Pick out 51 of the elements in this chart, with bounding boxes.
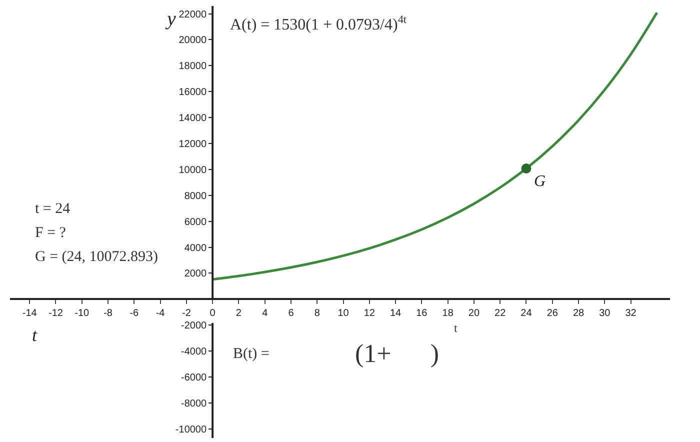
annotation: F = ? xyxy=(35,225,66,241)
annotation: t = 24 xyxy=(35,201,71,217)
y-tick-label: -4000 xyxy=(180,346,208,358)
y-tick-label: 8000 xyxy=(184,190,208,202)
x-tick-label: 20 xyxy=(468,308,480,320)
x-tick-label: 32 xyxy=(625,308,637,320)
x-tick-label: 14 xyxy=(390,308,402,320)
x-tick-label: 28 xyxy=(572,308,585,320)
y-tick-label: 2000 xyxy=(184,268,208,280)
y-tick-label: 12000 xyxy=(178,139,208,150)
x-tick-label: 30 xyxy=(599,308,611,320)
x-tick-label: 10 xyxy=(338,308,350,320)
y-tick-label: 10000 xyxy=(178,164,208,176)
x-tick-label: 16 xyxy=(416,308,428,320)
annotation: (1+ ) xyxy=(355,339,439,368)
x-tick-label: 24 xyxy=(520,308,532,320)
y-tick-label: 4000 xyxy=(184,242,208,254)
x-tick-label: 6 xyxy=(288,308,294,320)
x-tick-label: 8 xyxy=(314,308,320,320)
x-tick-label: -14 xyxy=(22,308,38,320)
y-tick-label: -8000 xyxy=(180,398,208,410)
x-tick-label: 4 xyxy=(262,308,268,320)
annotation: B(t) = xyxy=(233,346,270,362)
y-tick-label: 18000 xyxy=(178,61,208,72)
y-axis-title: y xyxy=(165,8,176,30)
annotation: A(t) = 1530(1 + 0.0793/4)$^{4t}$ xyxy=(230,14,408,34)
y-tick-label: -6000 xyxy=(180,372,208,384)
line-series xyxy=(211,11,658,281)
y-tick-label: 16000 xyxy=(178,87,208,98)
x-tick-label: 0 xyxy=(210,308,216,320)
annotation: G xyxy=(534,173,546,190)
x-tick-label: -8 xyxy=(104,308,113,320)
y-tick-label: 6000 xyxy=(184,216,208,228)
x-tick-label: 26 xyxy=(546,308,558,320)
x-tick-label: 12 xyxy=(364,308,376,320)
x-tick-label: 18 xyxy=(442,308,454,320)
x-tick-label: -12 xyxy=(48,308,64,320)
annotation: t xyxy=(454,321,458,335)
y-tick-label: 20000 xyxy=(178,35,208,46)
y-tick-label: 14000 xyxy=(178,113,208,124)
x-tick-label: -4 xyxy=(156,308,166,320)
y-tick-label: -10000 xyxy=(175,424,208,436)
x-axis-title: t xyxy=(32,325,38,345)
x-tick-label: 22 xyxy=(494,308,506,320)
x-tick-label: -10 xyxy=(74,308,90,320)
x-tick-label: -6 xyxy=(130,308,140,320)
y-tick-label: 22000 xyxy=(178,9,208,20)
x-tick-label: -2 xyxy=(182,308,192,320)
x-tick-label: 2 xyxy=(236,308,242,320)
y-tick-label: -2000 xyxy=(180,320,208,332)
annotation: G = (24, 10072.893) xyxy=(35,249,158,265)
